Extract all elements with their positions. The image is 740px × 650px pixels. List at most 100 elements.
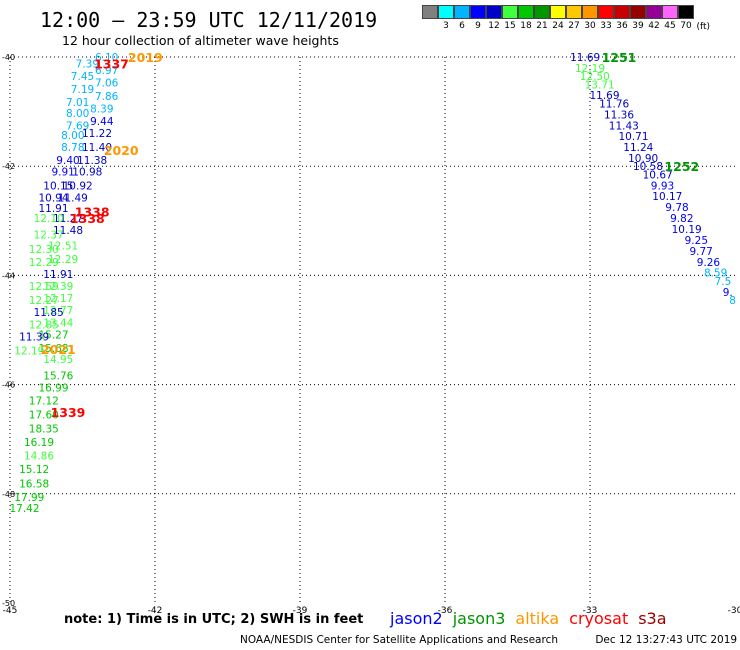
wave-height-value: 14.86 — [24, 451, 54, 463]
wave-height-value: 10.17 — [652, 191, 682, 203]
wave-height-value: 9. — [723, 287, 733, 299]
scale-cell: 21 — [534, 5, 550, 31]
satellite-legend-item: s3a — [638, 609, 667, 628]
scale-cell: 45 — [662, 5, 678, 31]
wave-height-value: 6.10 — [95, 52, 118, 64]
wave-height-value: 16.99 — [38, 382, 68, 394]
scale-swatch — [502, 5, 518, 19]
wave-height-value: 16.19 — [24, 437, 54, 449]
wave-height-value: 11.27 — [53, 213, 83, 225]
scale-swatch — [598, 5, 614, 19]
scale-cell: 3 — [438, 5, 454, 31]
wave-height-value: 12.10 — [34, 213, 64, 225]
wave-height-value: 14.95 — [43, 354, 73, 366]
pass-time-label: 1339 — [51, 405, 86, 420]
scale-label: 18 — [520, 21, 532, 31]
lat-tick-label: -42 — [2, 162, 15, 171]
scale-label: 9 — [475, 21, 481, 31]
wave-height-value: 13.71 — [585, 79, 615, 91]
scale-label: 33 — [600, 21, 612, 31]
wave-height-value: 11.76 — [599, 98, 629, 110]
wave-height-value: 7.19 — [71, 84, 94, 96]
scale-swatch — [582, 5, 598, 19]
pass-time-label: 1338 — [75, 205, 110, 220]
wave-height-value: 7.69 — [66, 120, 89, 132]
wave-height-value: 9.77 — [689, 246, 712, 258]
scale-label: 27 — [568, 21, 580, 31]
scale-swatch — [678, 5, 694, 19]
scale-label: 36 — [616, 21, 628, 31]
wave-height-value: 6.97 — [95, 65, 118, 77]
wave-height-value: 10.58 — [633, 161, 663, 173]
wave-height-value: 10.98 — [72, 167, 102, 179]
pass-time-label: 1251 — [602, 50, 637, 65]
note-text: note: 1) Time is in UTC; 2) SWH is in fe… — [64, 612, 364, 627]
satellite-legend-item: jason2 — [390, 609, 443, 628]
scale-cell: 33 — [598, 5, 614, 31]
wave-height-value: 11.85 — [34, 307, 64, 319]
lat-tick-label: -48 — [2, 490, 15, 499]
scale-swatch — [454, 5, 470, 19]
wave-height-value: 15.12 — [19, 464, 49, 476]
wave-height-value: 9.26 — [697, 257, 721, 269]
wave-height-value: 10.71 — [618, 131, 648, 143]
satellite-legend-item: cryosat — [569, 609, 629, 628]
wave-height-value: 7.39 — [76, 59, 99, 71]
satellite-legend-item: jason3 — [452, 609, 506, 628]
lon-tick-label: -33 — [583, 606, 598, 616]
pass-time-label: 2021 — [41, 342, 76, 357]
wave-height-value: 12.19 — [14, 346, 44, 358]
wave-height-value: 17.99 — [14, 492, 44, 504]
scale-cell: 39 — [630, 5, 646, 31]
lon-tick-label: -30 — [728, 606, 740, 616]
wave-height-value: 16.58 — [19, 478, 49, 490]
lon-tick-label: -42 — [148, 606, 163, 616]
wave-height-value: 9.82 — [670, 213, 693, 225]
scale-label: 70 — [680, 21, 692, 31]
footer-credit: NOAA/NESDIS Center for Satellite Applica… — [240, 634, 558, 646]
scale-cell: 36 — [614, 5, 630, 31]
wave-height-value: 11.91 — [38, 203, 68, 215]
wave-height-value: 15.76 — [43, 370, 73, 382]
wave-height-value: 7.01 — [66, 97, 89, 109]
wave-height-value: 11.48 — [53, 225, 83, 237]
wave-height-value: 17.12 — [29, 395, 59, 407]
page-title: 12:00 – 23:59 UTC 12/11/2019 — [40, 8, 378, 32]
wave-height-value: 17.42 — [9, 503, 39, 515]
wave-height-value: 8.78 — [61, 142, 84, 154]
wave-height-value: 12.19 — [575, 63, 605, 75]
scale-swatch — [534, 5, 550, 19]
wave-height-value: 8.00 — [61, 130, 84, 142]
scale-swatch — [662, 5, 678, 19]
scale-label: 21 — [536, 21, 548, 31]
wave-height-value: 12.51 — [48, 240, 78, 252]
wave-height-value: 10.15 — [43, 180, 73, 192]
wave-height-value: 11.40 — [82, 142, 112, 154]
wave-height-value: 12.50 — [580, 71, 610, 83]
wave-height-value: 9.40 — [56, 155, 79, 167]
wave-height-value: 9.44 — [90, 116, 114, 128]
wave-height-value: 9.25 — [685, 235, 708, 247]
wave-height-value: 7.86 — [95, 91, 119, 103]
wave-height-value: 8.59 — [704, 268, 727, 280]
scale-cell: 27 — [566, 5, 582, 31]
pass-time-label: 2020 — [104, 143, 139, 158]
scale-cell: 42 — [646, 5, 662, 31]
scale-label: 45 — [664, 21, 676, 31]
scale-swatch — [630, 5, 646, 19]
wave-height-value: 11.36 — [604, 109, 634, 121]
wave-height-value: 7.5 — [715, 276, 732, 288]
satellite-legend-item: altika — [515, 609, 560, 628]
scale-label: 6 — [459, 21, 465, 31]
lon-tick-label: -39 — [293, 606, 308, 616]
scale-swatch — [486, 5, 502, 19]
wave-height-value: 10.94 — [38, 192, 68, 204]
wave-height-value: 11.49 — [58, 192, 88, 204]
wave-height-value: 8.00 — [66, 108, 89, 120]
scale-cell: 12 — [486, 5, 502, 31]
pass-time-label: 1338 — [70, 211, 105, 226]
scale-cell: 70 — [678, 5, 694, 31]
scale-cell: 30 — [582, 5, 598, 31]
wave-height-value: 18.35 — [29, 423, 59, 435]
